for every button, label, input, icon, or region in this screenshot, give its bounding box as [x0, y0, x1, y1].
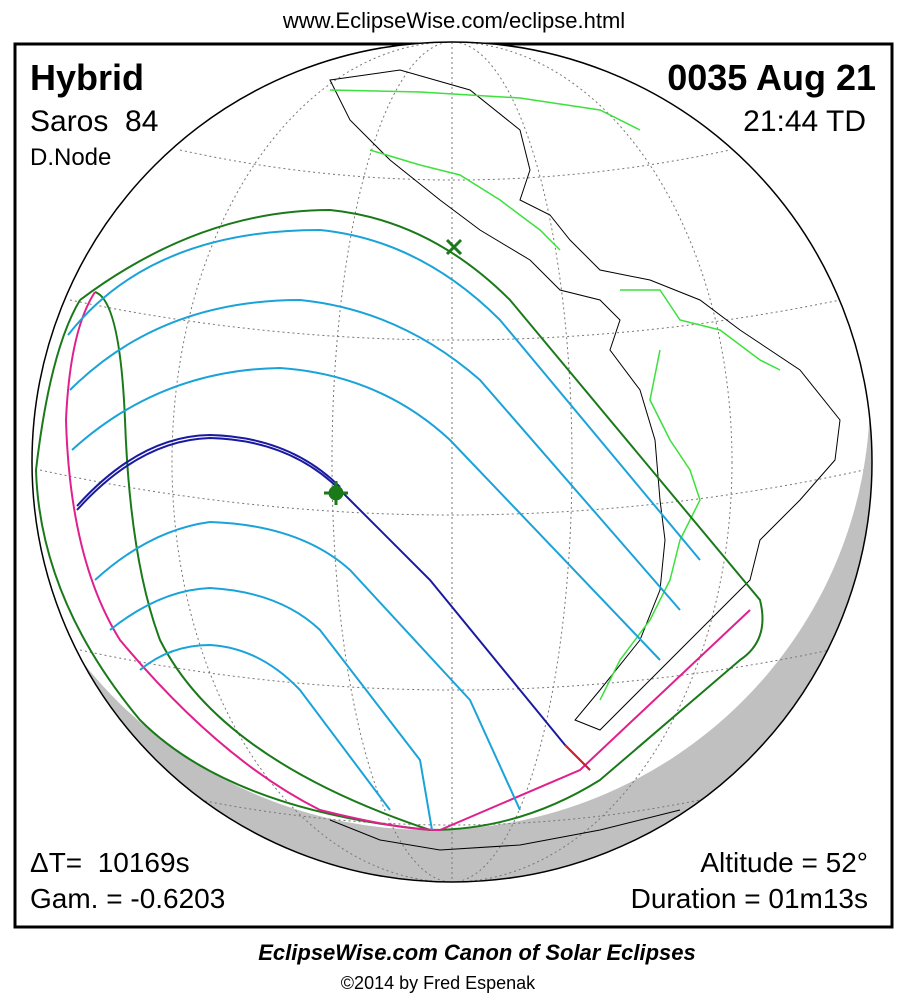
gamma: Gam. = -0.6203	[30, 883, 225, 914]
credit: ©2014 by Fred Espenak	[341, 973, 536, 993]
subsolar-point	[445, 238, 463, 256]
globe	[32, 42, 872, 882]
greatest-eclipse	[324, 481, 348, 505]
time: 21:44 TD	[743, 105, 866, 138]
eclipse-type: Hybrid	[30, 57, 144, 98]
footer-title: EclipseWise.com Canon of Solar Eclipses	[258, 940, 696, 965]
saros: Saros 84	[30, 105, 158, 138]
delta-t: ΔT= 10169s	[30, 847, 190, 878]
altitude: Altitude = 52°	[700, 847, 868, 878]
node: D.Node	[30, 144, 111, 171]
url: www.EclipseWise.com/eclipse.html	[282, 8, 625, 33]
date: 0035 Aug 21	[667, 57, 876, 98]
duration: Duration = 01m13s	[631, 883, 868, 914]
